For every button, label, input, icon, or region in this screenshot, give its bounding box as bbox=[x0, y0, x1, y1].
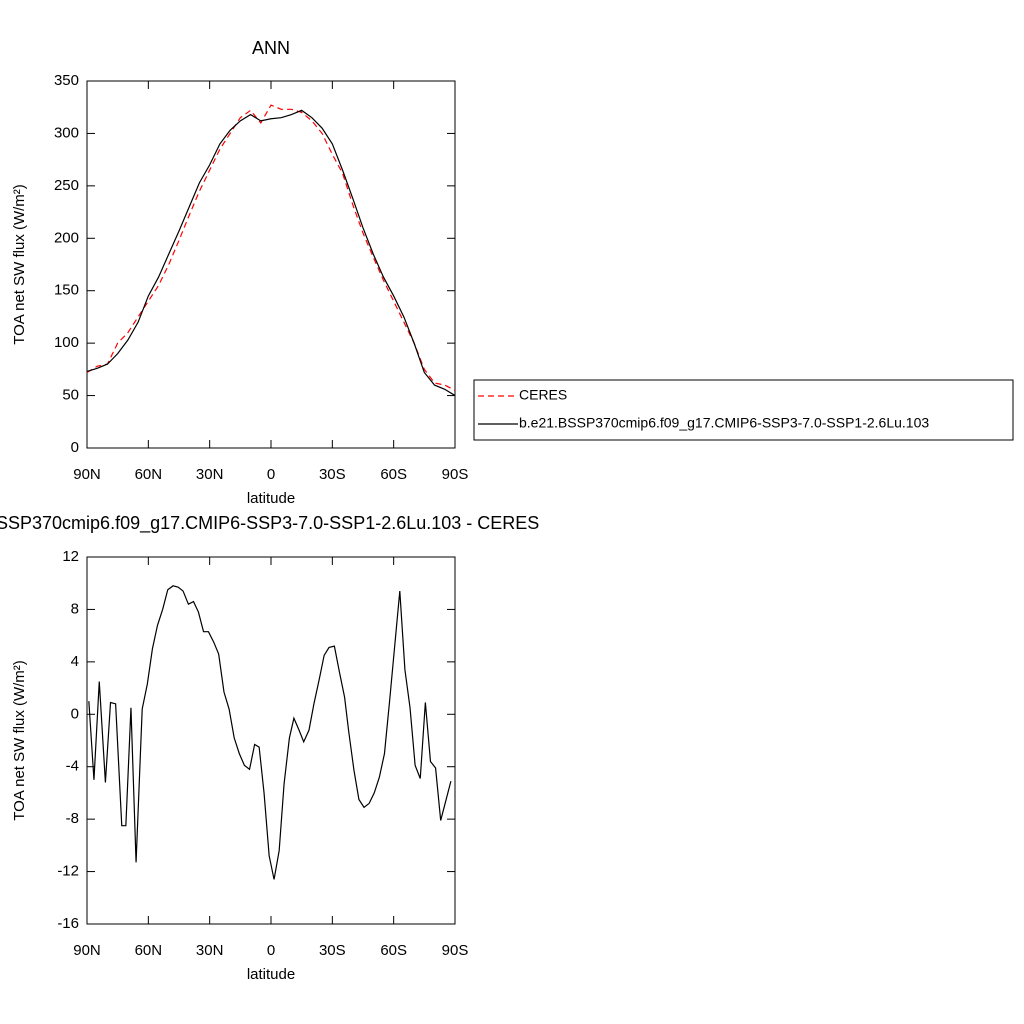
legend-box bbox=[473, 379, 1014, 441]
x-tick-label: 30N bbox=[196, 942, 224, 959]
x-tick-label: 90N bbox=[73, 466, 101, 483]
chart-title: ANN bbox=[252, 38, 290, 58]
x-tick-label: 90S bbox=[442, 466, 469, 483]
y-axis-label: TOA net SW flux (W/m²) bbox=[11, 184, 28, 345]
x-tick-label: 30S bbox=[319, 942, 346, 959]
y-tick-label: 12 bbox=[62, 548, 79, 565]
x-tick-label: 60S bbox=[380, 466, 407, 483]
chart-title: SSP370cmip6.f09_g17.CMIP6-SSP3-7.0-SSP1-… bbox=[0, 513, 539, 534]
x-tick-label: 0 bbox=[267, 942, 275, 959]
y-tick-label: -4 bbox=[66, 758, 79, 775]
y-tick-label: -16 bbox=[57, 915, 79, 932]
plot-frame bbox=[86, 556, 456, 925]
plot-frame bbox=[86, 80, 456, 449]
data-line bbox=[86, 104, 456, 391]
y-tick-label: -12 bbox=[57, 863, 79, 880]
x-tick-label: 30N bbox=[196, 466, 224, 483]
x-tick-label: 60N bbox=[135, 466, 163, 483]
y-axis-label: TOA net SW flux (W/m²) bbox=[11, 660, 28, 821]
x-tick-label: 90N bbox=[73, 942, 101, 959]
x-tick-label: 30S bbox=[319, 466, 346, 483]
y-tick-label: 200 bbox=[54, 229, 79, 246]
y-tick-label: 250 bbox=[54, 177, 79, 194]
legend-label: CERES bbox=[519, 387, 567, 403]
x-axis-label: latitude bbox=[247, 490, 295, 507]
x-tick-label: 90S bbox=[442, 942, 469, 959]
y-tick-label: 100 bbox=[54, 334, 79, 351]
y-tick-label: 0 bbox=[71, 705, 79, 722]
y-tick-label: 4 bbox=[71, 653, 79, 670]
y-tick-label: -8 bbox=[66, 810, 79, 827]
y-tick-label: 300 bbox=[54, 124, 79, 141]
y-tick-label: 350 bbox=[54, 72, 79, 89]
x-tick-label: 60S bbox=[380, 942, 407, 959]
legend-label: b.e21.BSSP370cmip6.f09_g17.CMIP6-SSP3-7.… bbox=[519, 415, 929, 431]
x-tick-label: 60N bbox=[135, 942, 163, 959]
y-tick-label: 0 bbox=[71, 439, 79, 456]
data-line bbox=[88, 585, 452, 880]
data-line bbox=[86, 109, 456, 397]
x-axis-label: latitude bbox=[247, 966, 295, 983]
y-tick-label: 50 bbox=[62, 387, 79, 404]
y-tick-label: 150 bbox=[54, 282, 79, 299]
y-tick-label: 8 bbox=[71, 600, 79, 617]
x-tick-label: 0 bbox=[267, 466, 275, 483]
